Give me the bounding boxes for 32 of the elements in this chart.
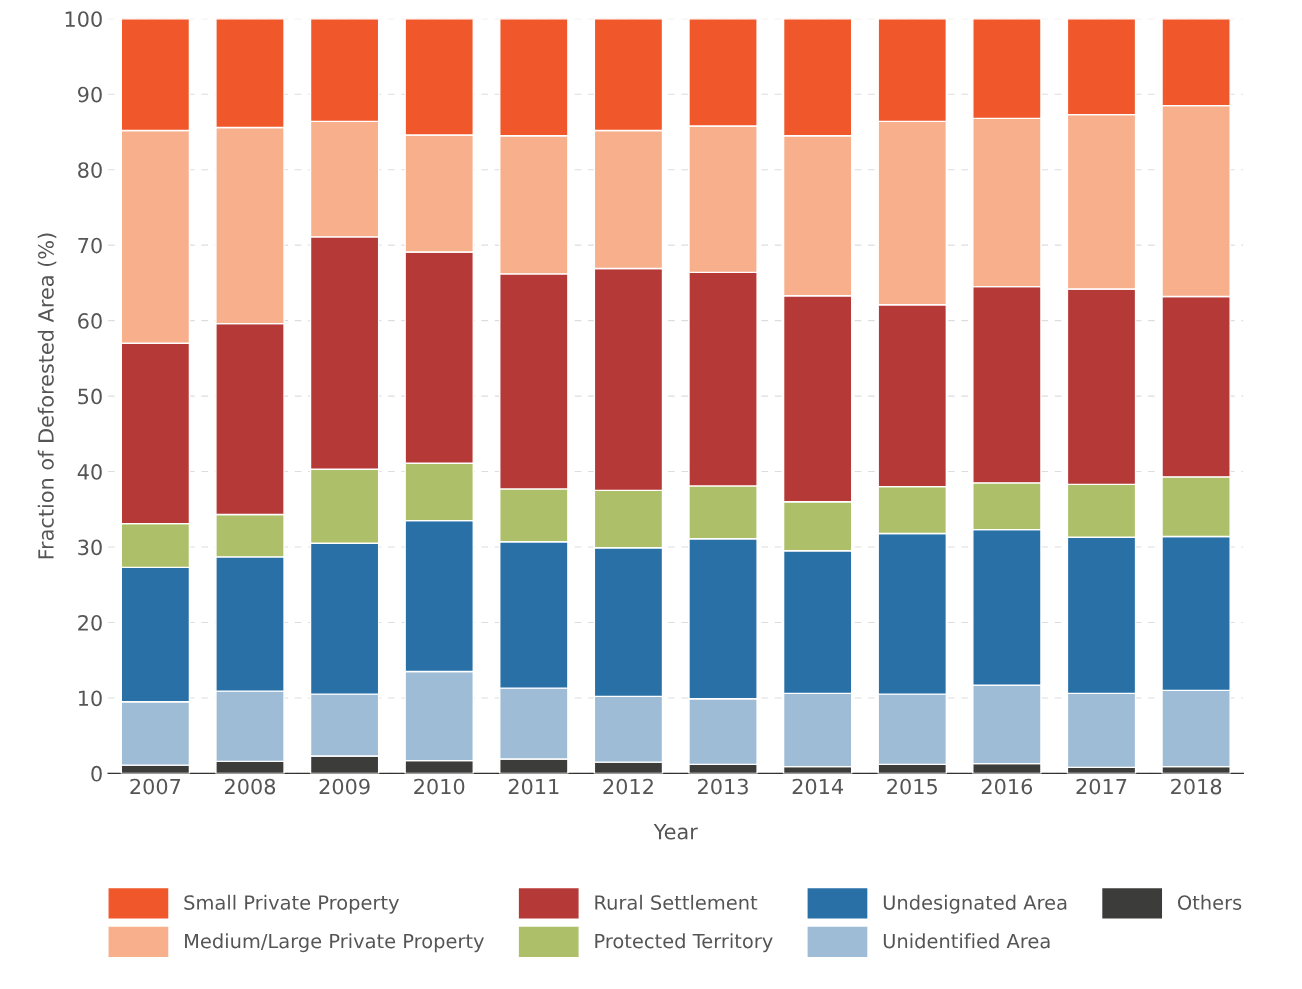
x-tick-label: 2018 xyxy=(1171,778,1222,795)
x-tick-label: 2013 xyxy=(698,778,748,795)
y-tick-label: 20 xyxy=(78,614,102,631)
y-tick-label: 80 xyxy=(78,162,102,178)
x-tick-label: 2007 xyxy=(130,778,181,795)
x-tick-label: 2011 xyxy=(508,778,559,795)
y-tick-label: 0 xyxy=(91,765,102,782)
x-tick-label: 2017 xyxy=(1076,778,1127,795)
x-tick-label: 2015 xyxy=(887,778,937,795)
y-tick-label: 60 xyxy=(78,313,102,329)
x-tick-label: 2008 xyxy=(225,778,276,795)
legend-label: Protected Territory xyxy=(595,933,773,953)
x-tick-label: 2016 xyxy=(981,778,1033,795)
x-tick-label: 2010 xyxy=(414,778,465,795)
y-axis-title: Fraction of Deforested Area (%) xyxy=(37,233,57,559)
legend-label: Undesignated Area xyxy=(883,894,1067,914)
x-tick-label: 2012 xyxy=(603,778,653,795)
y-tick-label: 50 xyxy=(78,388,102,405)
legend-label: Small Private Property xyxy=(184,894,399,914)
x-axis-title: Year xyxy=(653,824,698,840)
y-tick-label: 100 xyxy=(65,11,102,27)
legend-label: Others xyxy=(1177,894,1242,910)
y-tick-label: 40 xyxy=(77,464,102,480)
x-tick-label: 2009 xyxy=(319,778,370,795)
y-tick-label: 30 xyxy=(78,539,102,556)
legend-label: Medium/Large Private Property xyxy=(185,933,484,953)
legend-label: Rural Settlement xyxy=(595,894,758,910)
legend-label: Unidentified Area xyxy=(883,933,1050,949)
y-tick-label: 70 xyxy=(78,237,102,254)
x-tick-label: 2014 xyxy=(792,778,843,795)
y-tick-label: 90 xyxy=(78,86,102,103)
y-tick-label: 10 xyxy=(78,690,102,707)
